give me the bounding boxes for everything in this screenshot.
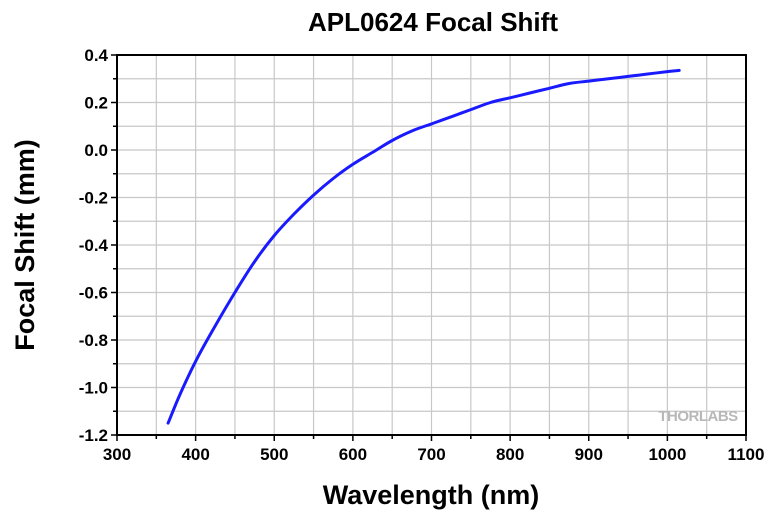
- x-tick-label: 300: [103, 445, 131, 464]
- x-tick-label: 400: [181, 445, 209, 464]
- y-axis-ticks: -1.2 -1.0 -0.8 -0.6 -0.4 -0.2 0.0 0.2 0.4: [79, 46, 117, 445]
- x-tick-label: 1000: [648, 445, 686, 464]
- x-axis-ticks: 300 400 500 600 700 800 900 1000 1100: [103, 435, 765, 464]
- y-tick-label: 0.0: [84, 141, 108, 160]
- x-tick-label: 800: [496, 445, 524, 464]
- x-tick-label: 600: [339, 445, 367, 464]
- y-tick-label: -0.6: [79, 284, 108, 303]
- y-tick-label: -1.2: [79, 426, 108, 445]
- y-tick-label: -0.2: [79, 189, 108, 208]
- y-tick-label: -1.0: [79, 379, 108, 398]
- x-tick-label: 900: [575, 445, 603, 464]
- series-layer: [166, 68, 681, 425]
- y-tick-label: 0.2: [84, 94, 108, 113]
- y-tick-label: -0.4: [79, 236, 109, 255]
- x-tick-label: 500: [260, 445, 288, 464]
- thorlabs-watermark: THORLABS: [658, 408, 738, 425]
- y-tick-label: -0.8: [79, 331, 108, 350]
- chart-title: APL0624 Focal Shift: [308, 7, 558, 37]
- x-axis-label: Wavelength (nm): [323, 480, 540, 510]
- series-line-focal-shift: [166, 68, 681, 425]
- y-tick-label: 0.4: [84, 46, 108, 65]
- y-axis-label: Focal Shift (mm): [10, 139, 40, 351]
- grid: [117, 55, 746, 435]
- plot-frame: [116, 54, 747, 436]
- x-tick-label: 700: [417, 445, 445, 464]
- x-tick-label: 1100: [728, 445, 765, 464]
